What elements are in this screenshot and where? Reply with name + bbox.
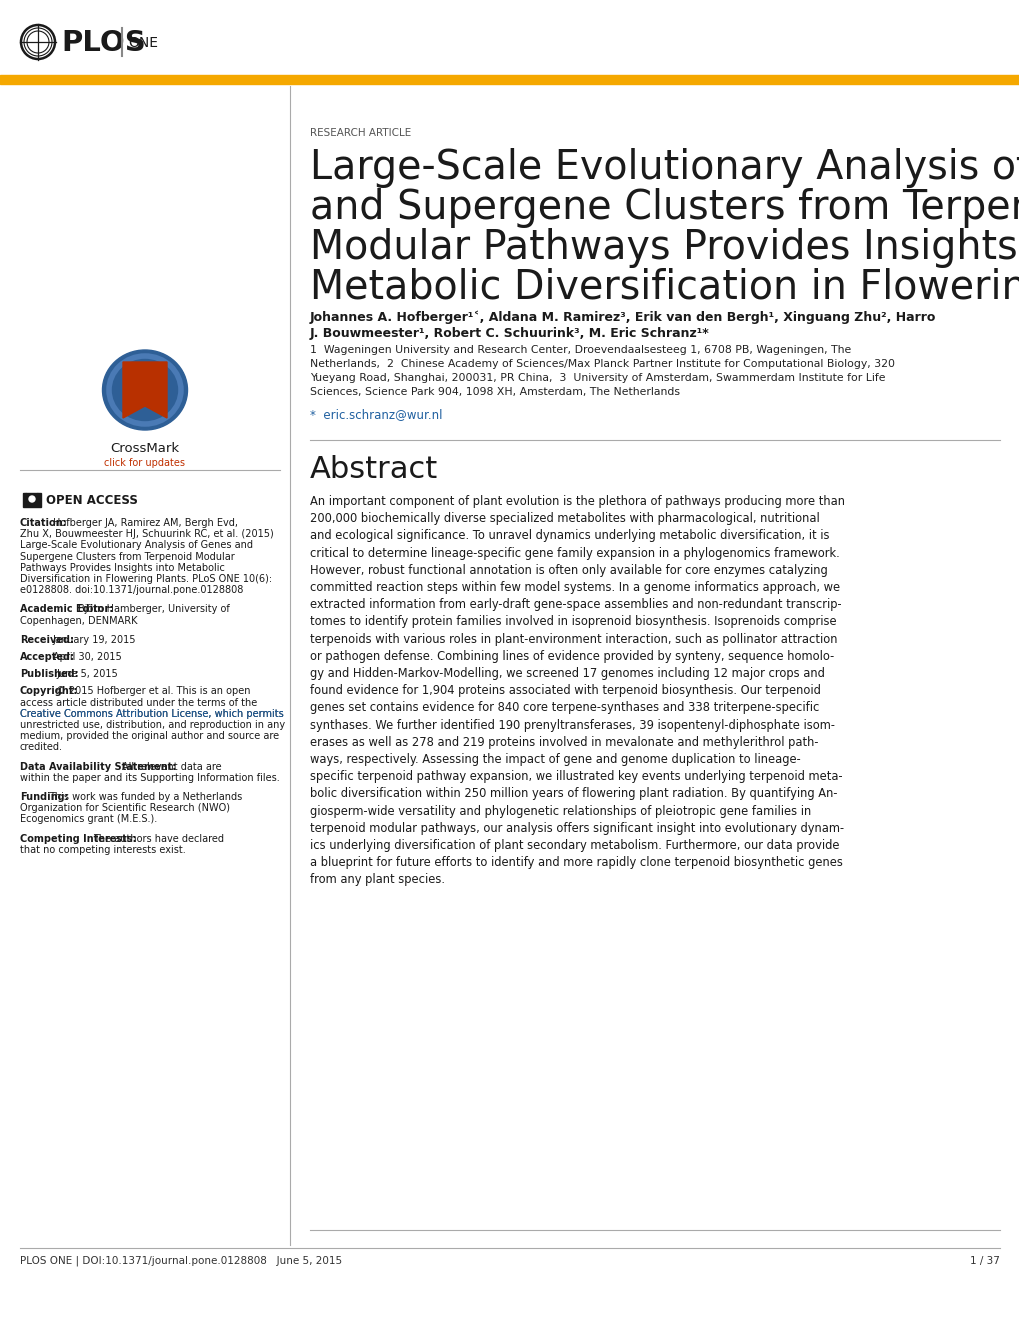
Bar (0, 75, 1019, 84)
Text: Creative Commons Attribution License, which permits: Creative Commons Attribution License, wh… (20, 709, 283, 719)
Text: June 5, 2015: June 5, 2015 (56, 669, 118, 680)
Text: CrossMark: CrossMark (110, 442, 179, 455)
Text: January 19, 2015: January 19, 2015 (53, 635, 137, 644)
Text: Published:: Published: (20, 669, 78, 680)
Text: © 2015 Hofberger et al. This is an open: © 2015 Hofberger et al. This is an open (56, 686, 251, 697)
Text: that no competing interests exist.: that no competing interests exist. (20, 845, 185, 855)
Text: Björn Hamberger, University of: Björn Hamberger, University of (78, 605, 229, 614)
Text: Organization for Scientific Research (NWO): Organization for Scientific Research (NW… (20, 803, 229, 813)
Circle shape (29, 496, 35, 502)
Polygon shape (123, 362, 167, 418)
Text: RESEARCH ARTICLE: RESEARCH ARTICLE (310, 128, 411, 139)
Text: Academic Editor:: Academic Editor: (20, 605, 113, 614)
Text: unrestricted use, distribution, and reproduction in any: unrestricted use, distribution, and repr… (20, 719, 285, 730)
Text: e0128808. doi:10.1371/journal.pone.0128808: e0128808. doi:10.1371/journal.pone.01288… (20, 585, 244, 595)
Text: PLOS ONE | DOI:10.1371/journal.pone.0128808   June 5, 2015: PLOS ONE | DOI:10.1371/journal.pone.0128… (20, 1257, 341, 1266)
Text: Accepted:: Accepted: (20, 652, 75, 663)
Text: Modular Pathways Provides Insights into: Modular Pathways Provides Insights into (310, 228, 1019, 268)
Bar (23, 492, 41, 507)
Text: Citation:: Citation: (20, 517, 67, 528)
Text: Supergene Clusters from Terpenoid Modular: Supergene Clusters from Terpenoid Modula… (20, 552, 234, 561)
Text: Large-Scale Evolutionary Analysis of Genes: Large-Scale Evolutionary Analysis of Gen… (310, 148, 1019, 187)
Text: Yueyang Road, Shanghai, 200031, PR China,  3  University of Amsterdam, Swammerda: Yueyang Road, Shanghai, 200031, PR China… (310, 374, 884, 383)
Text: Received:: Received: (20, 635, 74, 644)
Text: click for updates: click for updates (104, 458, 185, 469)
Text: *  eric.schranz@wur.nl: * eric.schranz@wur.nl (310, 408, 442, 421)
Text: Abstract: Abstract (310, 455, 438, 484)
Text: Hofberger JA, Ramirez AM, Bergh Evd,: Hofberger JA, Ramirez AM, Bergh Evd, (53, 517, 237, 528)
Text: April 30, 2015: April 30, 2015 (53, 652, 121, 663)
Text: Pathways Provides Insights into Metabolic: Pathways Provides Insights into Metaboli… (20, 562, 224, 573)
Text: access article distributed under the terms of the: access article distributed under the ter… (20, 697, 257, 708)
Text: Competing Interests:: Competing Interests: (20, 834, 137, 843)
Text: Sciences, Science Park 904, 1098 XH, Amsterdam, The Netherlands: Sciences, Science Park 904, 1098 XH, Ams… (310, 387, 680, 397)
Text: Johannes A. Hofberger¹˂, Aldana M. Ramirez³, Erik van den Bergh¹, Xinguang Zhu²,: Johannes A. Hofberger¹˂, Aldana M. Ramir… (310, 310, 935, 323)
Ellipse shape (102, 350, 187, 430)
Text: J. Bouwmeester¹, Robert C. Schuurink³, M. Eric Schranz¹*: J. Bouwmeester¹, Robert C. Schuurink³, M… (310, 327, 709, 341)
Text: 1  Wageningen University and Research Center, Droevendaalsesteeg 1, 6708 PB, Wag: 1 Wageningen University and Research Cen… (310, 345, 851, 355)
Text: Copyright:: Copyright: (20, 686, 78, 697)
Text: Metabolic Diversification in Flowering Plants: Metabolic Diversification in Flowering P… (310, 268, 1019, 308)
Text: PLOS: PLOS (61, 29, 146, 57)
Text: medium, provided the original author and source are: medium, provided the original author and… (20, 731, 279, 742)
Text: Ecogenomics grant (M.E.S.).: Ecogenomics grant (M.E.S.). (20, 814, 157, 825)
Text: Funding:: Funding: (20, 792, 68, 803)
Text: Netherlands,  2  Chinese Academy of Sciences/Max Planck Partner Institute for Co: Netherlands, 2 Chinese Academy of Scienc… (310, 359, 894, 370)
Text: Data Availability Statement:: Data Availability Statement: (20, 762, 176, 772)
Text: 1 / 37: 1 / 37 (969, 1257, 999, 1266)
Text: credited.: credited. (20, 742, 63, 752)
Text: OPEN ACCESS: OPEN ACCESS (46, 494, 138, 507)
Text: The authors have declared: The authors have declared (93, 834, 223, 843)
Text: An important component of plant evolution is the plethora of pathways producing : An important component of plant evolutio… (310, 495, 844, 887)
Text: Zhu X, Bouwmeester HJ, Schuurink RC, et al. (2015): Zhu X, Bouwmeester HJ, Schuurink RC, et … (20, 529, 273, 539)
Text: Large-Scale Evolutionary Analysis of Genes and: Large-Scale Evolutionary Analysis of Gen… (20, 540, 253, 550)
Text: Creative Commons Attribution License, which permits: Creative Commons Attribution License, wh… (20, 709, 283, 719)
Text: and Supergene Clusters from Terpenoid: and Supergene Clusters from Terpenoid (310, 187, 1019, 228)
Text: This work was funded by a Netherlands: This work was funded by a Netherlands (49, 792, 243, 803)
Text: ONE: ONE (127, 36, 158, 50)
Text: Diversification in Flowering Plants. PLoS ONE 10(6):: Diversification in Flowering Plants. PLo… (20, 574, 272, 583)
Text: Copenhagen, DENMARK: Copenhagen, DENMARK (20, 615, 138, 626)
Text: All relevant data are: All relevant data are (122, 762, 221, 772)
Text: within the paper and its Supporting Information files.: within the paper and its Supporting Info… (20, 772, 279, 783)
